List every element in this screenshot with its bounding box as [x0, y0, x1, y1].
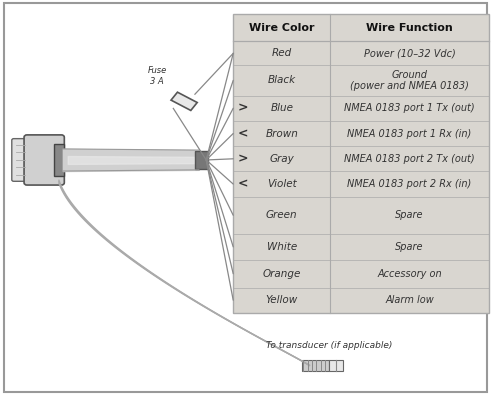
Text: Spare: Spare — [395, 242, 424, 252]
FancyBboxPatch shape — [54, 144, 64, 176]
FancyBboxPatch shape — [302, 360, 329, 371]
FancyBboxPatch shape — [12, 139, 29, 181]
Text: Blue: Blue — [271, 103, 293, 113]
Text: Accessory on: Accessory on — [377, 269, 442, 279]
Text: NMEA 0183 port 2 Rx (in): NMEA 0183 port 2 Rx (in) — [347, 179, 472, 189]
FancyBboxPatch shape — [24, 135, 64, 185]
Text: Spare: Spare — [395, 210, 424, 220]
Text: Brown: Brown — [266, 128, 298, 139]
Text: <: < — [237, 178, 247, 190]
Text: Alarm low: Alarm low — [385, 295, 434, 305]
FancyBboxPatch shape — [195, 151, 208, 169]
Text: White: White — [267, 242, 297, 252]
Text: Orange: Orange — [263, 269, 301, 279]
Text: Wire Color: Wire Color — [249, 23, 315, 33]
Text: Gray: Gray — [270, 154, 294, 164]
Text: Black: Black — [268, 75, 296, 85]
Text: Ground
(power and NMEA 0183): Ground (power and NMEA 0183) — [350, 70, 469, 91]
Text: NMEA 0183 port 2 Tx (out): NMEA 0183 port 2 Tx (out) — [344, 154, 475, 164]
Polygon shape — [171, 92, 197, 111]
Text: Power (10–32 Vdc): Power (10–32 Vdc) — [364, 48, 455, 58]
Text: Red: Red — [272, 48, 292, 58]
Text: >: > — [237, 152, 247, 165]
FancyBboxPatch shape — [233, 14, 489, 313]
Text: Violet: Violet — [267, 179, 297, 189]
Text: Wire Function: Wire Function — [366, 23, 453, 33]
Text: To transducer (if applicable): To transducer (if applicable) — [266, 340, 392, 350]
Text: >: > — [237, 102, 247, 115]
FancyBboxPatch shape — [329, 360, 343, 371]
Text: Fuse
3 A: Fuse 3 A — [147, 66, 167, 85]
Text: NMEA 0183 port 1 Tx (out): NMEA 0183 port 1 Tx (out) — [344, 103, 475, 113]
Text: Yellow: Yellow — [266, 295, 298, 305]
Text: NMEA 0183 port 1 Rx (in): NMEA 0183 port 1 Rx (in) — [347, 128, 472, 139]
Text: <: < — [237, 127, 247, 140]
Text: Green: Green — [266, 210, 298, 220]
